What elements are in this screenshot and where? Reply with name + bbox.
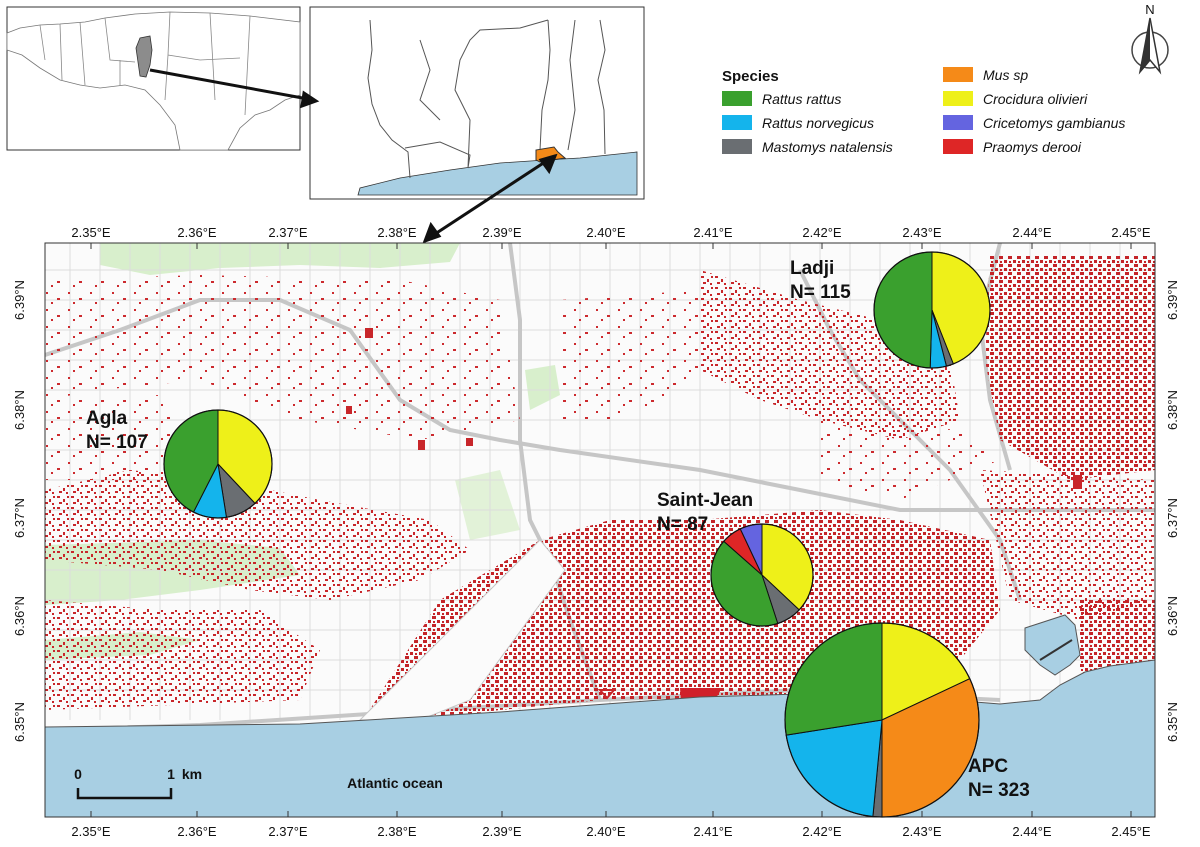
x-tick-top: 2.43°E	[902, 225, 942, 240]
x-tick-top: 2.39°E	[482, 225, 522, 240]
main-map: Atlantic ocean 0 1 km	[44, 242, 1156, 818]
inset-arrows	[149, 68, 558, 244]
y-tick-right: 6.39°N	[1165, 280, 1180, 320]
legend-swatch	[943, 67, 973, 82]
legend-swatch	[722, 139, 752, 154]
x-tick-bottom: 2.44°E	[1012, 824, 1052, 839]
x-tick-top: 2.36°E	[177, 225, 217, 240]
y-tick-left: 6.38°N	[12, 390, 27, 430]
x-tick-top: 2.40°E	[586, 225, 626, 240]
legend-item-praomys-derooi: Praomys derooi	[943, 139, 1082, 155]
x-tick-bottom: 2.45°E	[1111, 824, 1151, 839]
x-tick-top: 2.44°E	[1012, 225, 1052, 240]
site-count-agla: N= 107	[86, 432, 148, 453]
site-count-apc: N= 323	[968, 780, 1030, 801]
y-tick-left: 6.37°N	[12, 498, 27, 538]
inset-africa-map	[6, 6, 301, 151]
legend-item-rattus-rattus: Rattus rattus	[722, 91, 841, 107]
legend-swatch	[943, 139, 973, 154]
legend-item-crocidura-olivieri: Crocidura olivieri	[943, 91, 1088, 107]
site-name-agla: Agla	[86, 408, 128, 429]
legend-swatch	[943, 91, 973, 106]
scale-start: 0	[74, 766, 82, 782]
x-tick-top: 2.45°E	[1111, 225, 1151, 240]
north-label: N	[1145, 2, 1154, 17]
site-name-apc: APC	[968, 756, 1008, 777]
x-tick-top: 2.41°E	[693, 225, 733, 240]
legend-label: Rattus rattus	[762, 91, 841, 107]
pie-saint-jean	[710, 523, 814, 627]
ocean-label: Atlantic ocean	[347, 775, 443, 791]
y-tick-right: 6.35°N	[1165, 702, 1180, 742]
legend-swatch	[722, 91, 752, 106]
site-count-ladji: N= 115	[790, 282, 851, 303]
x-tick-bottom: 2.38°E	[377, 824, 417, 839]
x-tick-bottom: 2.40°E	[586, 824, 626, 839]
pie-apc	[784, 622, 980, 818]
coordinate-ticks: 2.35°E 2.35°E 2.36°E 2.36°E 2.37°E 2.37°E 2.38…	[12, 225, 1180, 839]
legend-label: Rattus norvegicus	[762, 115, 874, 131]
legend-label: Praomys derooi	[983, 139, 1082, 155]
x-tick-bottom: 2.37°E	[268, 824, 308, 839]
x-tick-bottom: 2.41°E	[693, 824, 733, 839]
species-legend: Species Rattus rattus Rattus norvegicus Ma…	[722, 67, 1125, 155]
x-tick-top: 2.38°E	[377, 225, 417, 240]
legend-label: Cricetomys gambianus	[983, 115, 1125, 131]
legend-label: Mus sp	[983, 67, 1028, 83]
x-tick-bottom: 2.35°E	[71, 824, 111, 839]
legend-title: Species	[722, 68, 779, 85]
site-name-saint-jean: Saint-Jean	[657, 490, 753, 511]
y-tick-left: 6.35°N	[12, 702, 27, 742]
x-tick-bottom: 2.42°E	[802, 824, 842, 839]
north-arrow-icon: N	[1131, 2, 1169, 75]
legend-item-mus-sp: Mus sp	[943, 67, 1028, 83]
legend-label: Crocidura olivieri	[983, 91, 1088, 107]
x-tick-bottom: 2.39°E	[482, 824, 522, 839]
site-pie-charts	[163, 251, 991, 818]
x-tick-bottom: 2.36°E	[177, 824, 217, 839]
scale-bar: 0 1 km	[74, 766, 202, 800]
site-labels: Ladji N= 115 Agla N= 107 Saint-Jean N= 87 APC N…	[86, 258, 1030, 801]
y-tick-right: 6.36°N	[1165, 596, 1180, 636]
pie-ladji	[873, 251, 991, 369]
legend-item-rattus-norvegicus: Rattus norvegicus	[722, 115, 874, 131]
y-tick-left: 6.39°N	[12, 280, 27, 320]
legend-item-cricetomys-gambianus: Cricetomys gambianus	[943, 115, 1125, 131]
site-count-saint-jean: N= 87	[657, 514, 708, 535]
x-tick-top: 2.42°E	[802, 225, 842, 240]
scale-unit: km	[182, 766, 202, 782]
x-tick-top: 2.37°E	[268, 225, 308, 240]
x-tick-bottom: 2.43°E	[902, 824, 942, 839]
scale-end: 1	[167, 766, 175, 782]
inset-coast-map	[309, 6, 645, 200]
legend-swatch	[722, 115, 752, 130]
legend-swatch	[943, 115, 973, 130]
y-tick-left: 6.36°N	[12, 596, 27, 636]
y-tick-right: 6.38°N	[1165, 390, 1180, 430]
x-tick-top: 2.35°E	[71, 225, 111, 240]
legend-item-mastomys-natalensis: Mastomys natalensis	[722, 139, 893, 155]
legend-label: Mastomys natalensis	[762, 139, 893, 155]
y-tick-right: 6.37°N	[1165, 498, 1180, 538]
pie-agla	[163, 409, 273, 519]
site-name-ladji: Ladji	[790, 258, 834, 279]
